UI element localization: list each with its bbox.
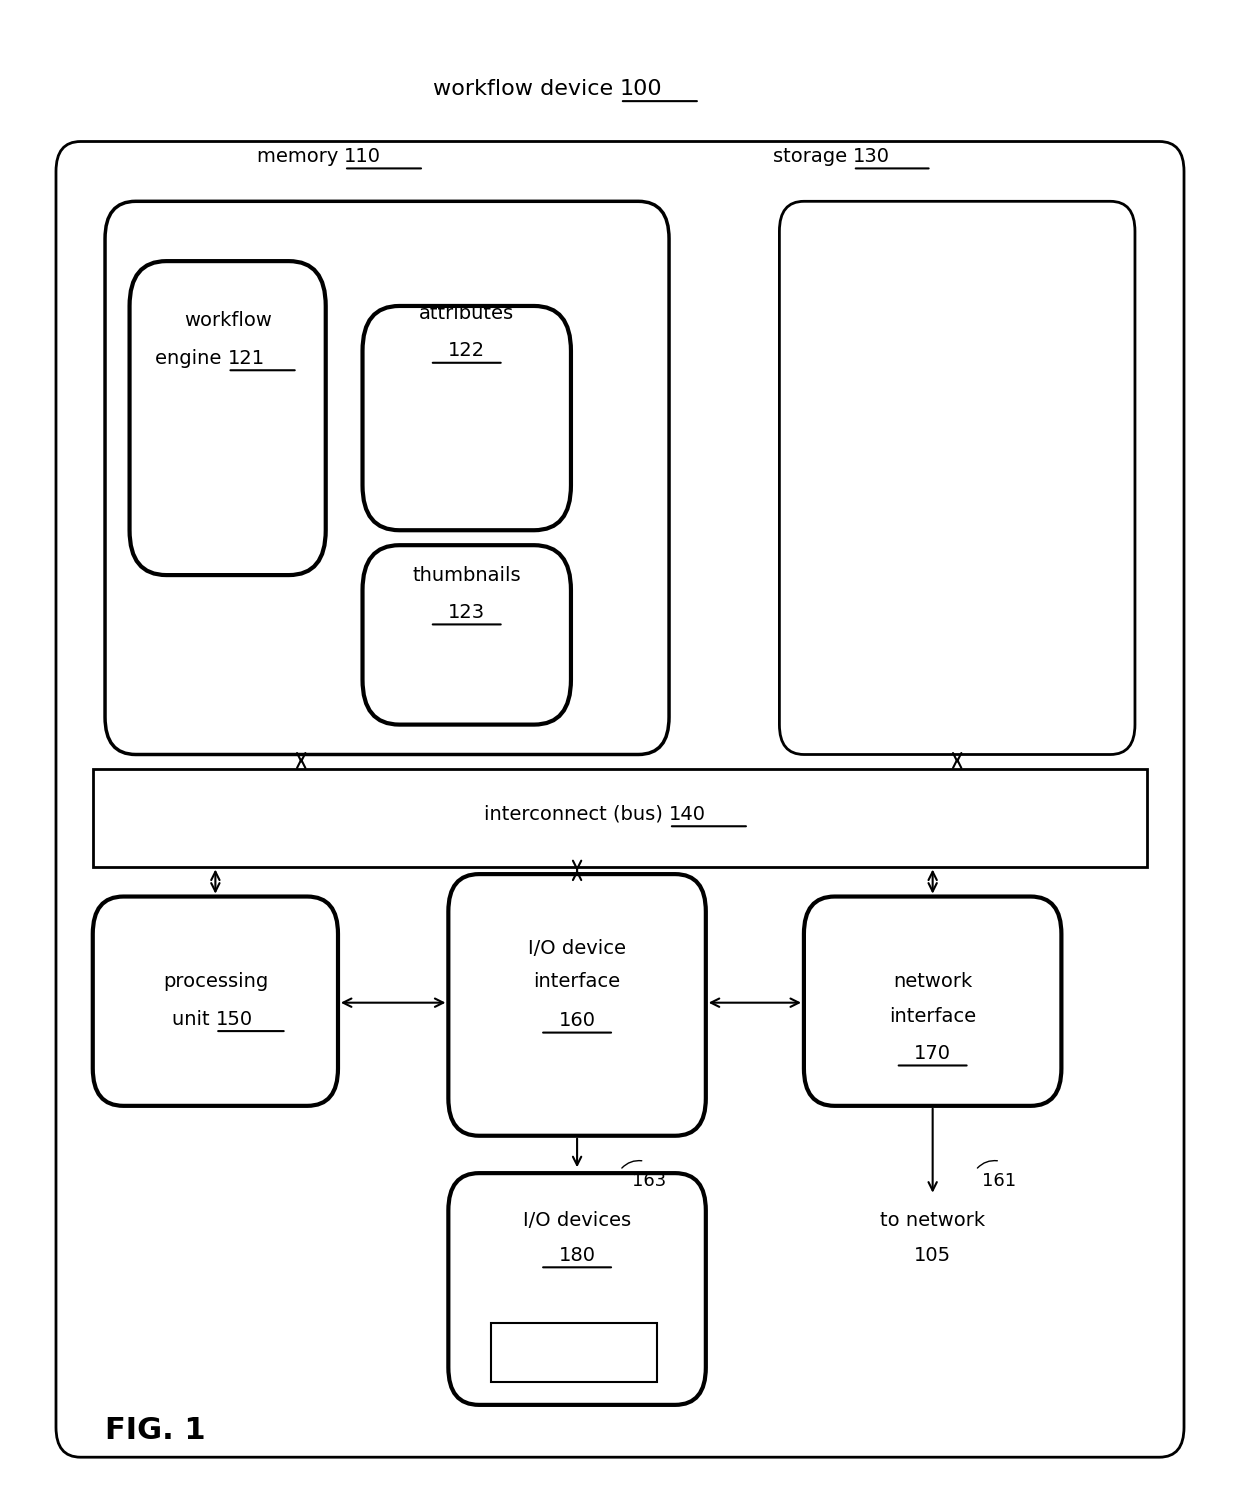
Text: attributes: attributes <box>419 303 515 323</box>
Text: processing: processing <box>162 972 268 991</box>
Text: storage: storage <box>773 146 853 166</box>
Text: memory: memory <box>257 146 345 166</box>
Text: to network: to network <box>880 1212 986 1230</box>
FancyBboxPatch shape <box>804 896 1061 1106</box>
Text: 170: 170 <box>914 1044 951 1062</box>
Bar <box>93 770 1147 866</box>
FancyBboxPatch shape <box>449 874 706 1136</box>
Text: 100: 100 <box>620 78 662 100</box>
Text: 110: 110 <box>345 146 381 166</box>
FancyBboxPatch shape <box>105 201 670 754</box>
FancyBboxPatch shape <box>362 545 570 724</box>
Text: 105: 105 <box>914 1246 951 1265</box>
FancyBboxPatch shape <box>449 1172 706 1405</box>
Text: 163: 163 <box>632 1171 667 1189</box>
Text: engine: engine <box>155 349 228 368</box>
Text: 140: 140 <box>670 804 706 824</box>
Text: 161: 161 <box>982 1171 1016 1189</box>
Text: unit: unit <box>171 1010 216 1029</box>
FancyBboxPatch shape <box>362 306 570 530</box>
Text: interface: interface <box>533 972 621 991</box>
Text: 160: 160 <box>558 1011 595 1031</box>
Text: workflow device: workflow device <box>433 78 620 100</box>
Text: 130: 130 <box>853 146 890 166</box>
Text: 121: 121 <box>228 349 265 368</box>
Text: thumbnails: thumbnails <box>413 566 521 584</box>
FancyBboxPatch shape <box>780 201 1135 754</box>
Bar <box>491 1323 657 1382</box>
Text: 180: 180 <box>558 1246 595 1265</box>
Text: I/O devices: I/O devices <box>523 1212 631 1230</box>
Text: 181: 181 <box>560 1343 594 1361</box>
Text: 122: 122 <box>448 341 485 361</box>
FancyBboxPatch shape <box>56 142 1184 1458</box>
Text: interconnect (bus): interconnect (bus) <box>484 804 670 824</box>
Text: 123: 123 <box>448 604 485 622</box>
Text: I/O device: I/O device <box>528 940 626 958</box>
Text: FIG. 1: FIG. 1 <box>105 1415 206 1444</box>
Text: interface: interface <box>889 1007 976 1026</box>
Text: network: network <box>893 972 972 991</box>
FancyBboxPatch shape <box>93 896 339 1106</box>
Text: 150: 150 <box>216 1010 253 1029</box>
FancyBboxPatch shape <box>129 261 326 575</box>
Text: workflow: workflow <box>184 311 272 330</box>
